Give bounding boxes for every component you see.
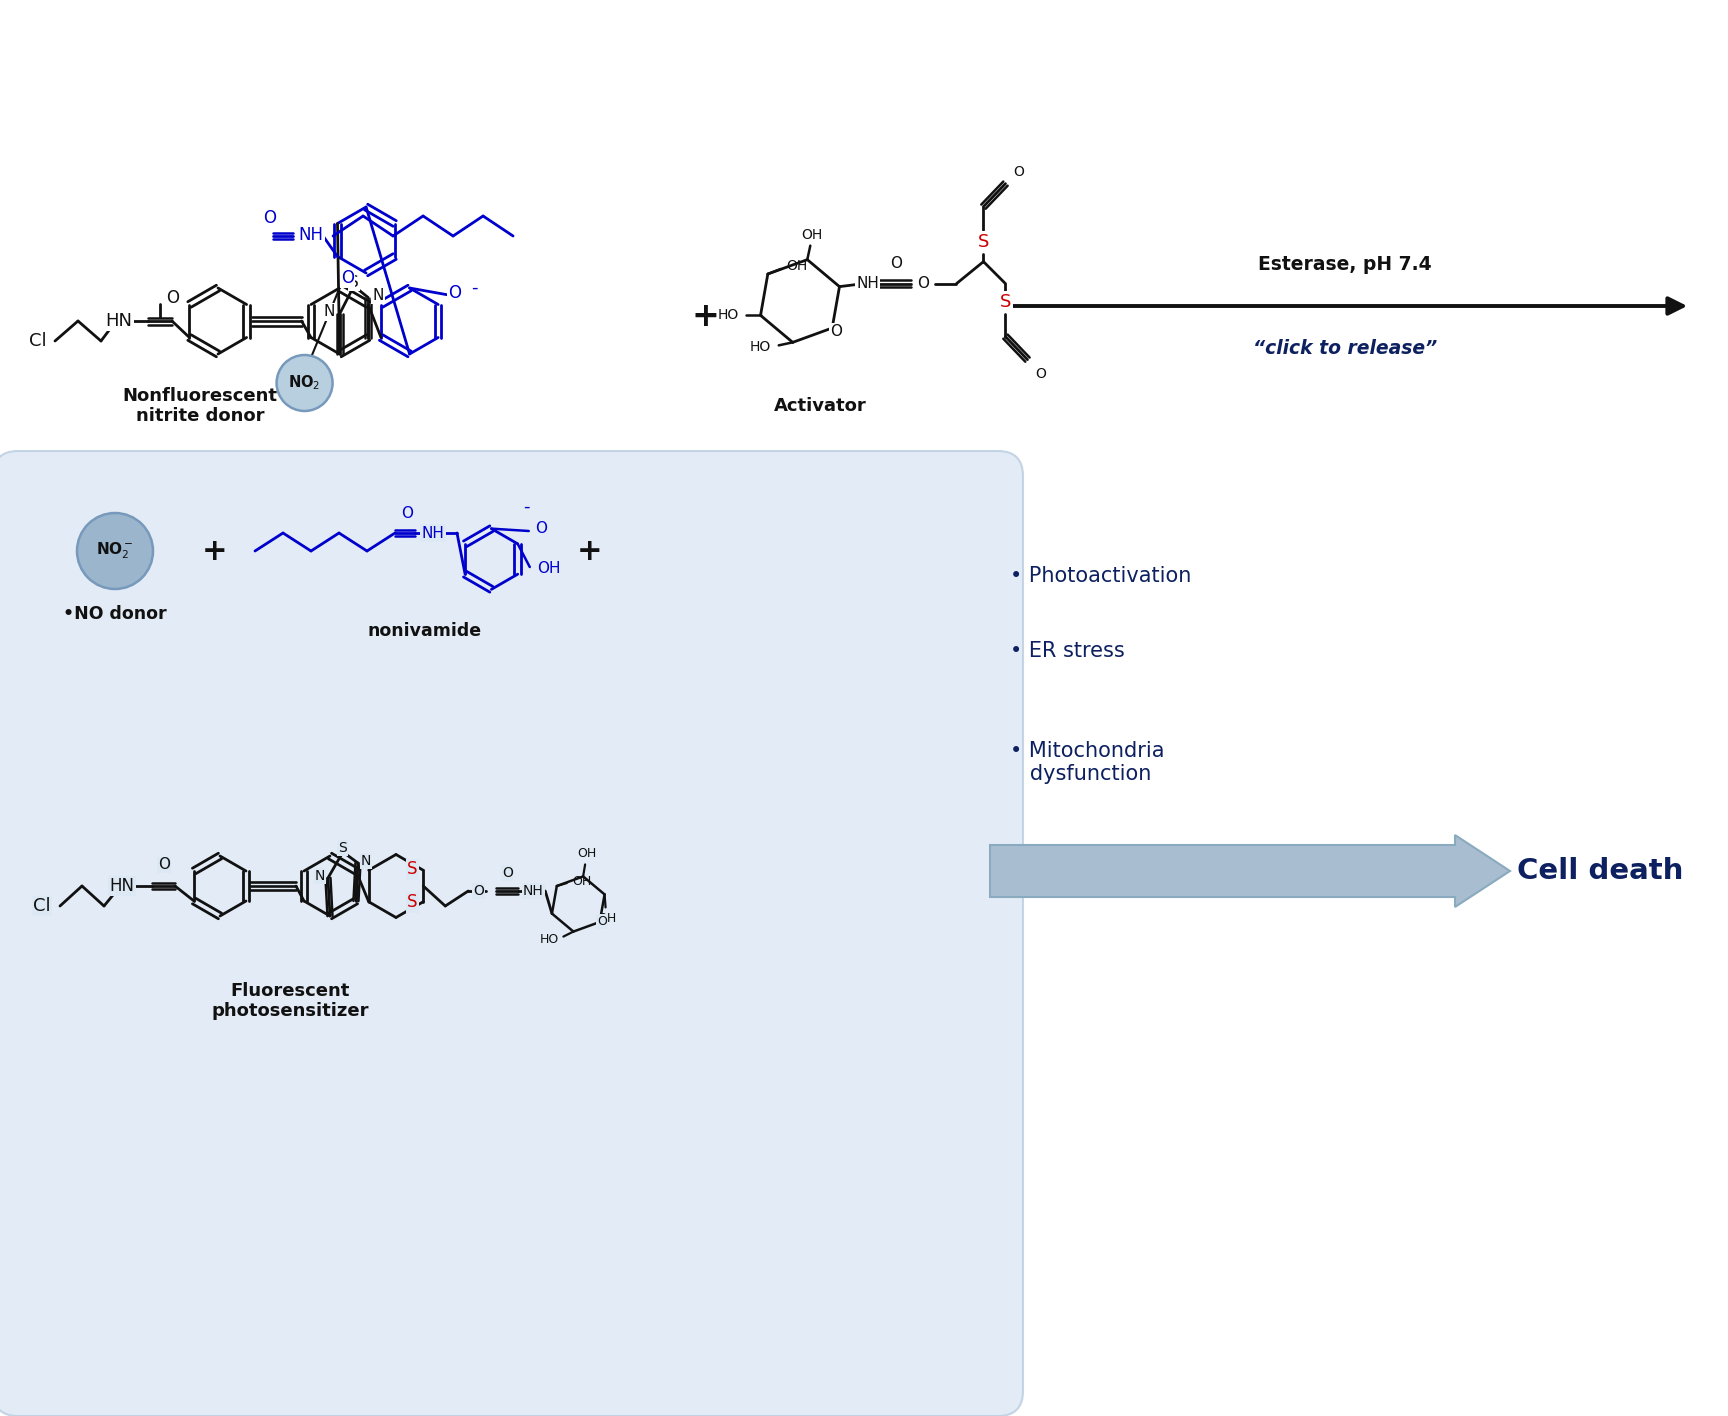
Text: OH: OH <box>537 562 560 576</box>
Text: O: O <box>918 276 930 292</box>
Text: OH: OH <box>572 875 591 888</box>
Text: O: O <box>501 867 513 879</box>
Text: -: - <box>524 498 530 515</box>
Text: Cl: Cl <box>29 331 47 350</box>
Text: O: O <box>534 521 546 537</box>
Text: N: N <box>373 287 384 303</box>
Text: N: N <box>361 854 372 868</box>
Text: O: O <box>401 506 413 521</box>
Text: +: + <box>691 300 719 333</box>
Text: Cell death: Cell death <box>1517 857 1683 885</box>
Text: HN: HN <box>105 312 133 330</box>
Circle shape <box>276 355 332 411</box>
Text: Cl: Cl <box>33 896 50 915</box>
Circle shape <box>78 513 154 589</box>
Text: HN: HN <box>109 877 135 895</box>
Text: •NO donor: •NO donor <box>64 605 168 623</box>
Text: • ER stress: • ER stress <box>1009 641 1125 661</box>
Text: NH: NH <box>299 227 323 244</box>
Text: HO: HO <box>750 340 771 354</box>
FancyArrow shape <box>990 835 1510 908</box>
Text: N: N <box>323 304 335 320</box>
Text: +: + <box>577 537 603 565</box>
Text: O: O <box>448 285 461 302</box>
Text: OH: OH <box>802 228 823 242</box>
Text: O: O <box>829 324 842 340</box>
Text: +: + <box>202 537 228 565</box>
Text: Fluorescent
photosensitizer: Fluorescent photosensitizer <box>211 981 368 1021</box>
Text: • Photoactivation: • Photoactivation <box>1009 566 1191 586</box>
Text: O: O <box>473 884 484 898</box>
Text: OH: OH <box>786 259 807 273</box>
FancyBboxPatch shape <box>0 452 1023 1416</box>
Text: S: S <box>1001 293 1011 310</box>
Text: S: S <box>978 232 988 251</box>
Text: O: O <box>596 916 607 929</box>
Text: NH: NH <box>524 884 544 898</box>
Text: O: O <box>157 858 169 872</box>
Text: O: O <box>264 210 276 227</box>
Text: NO$_2$: NO$_2$ <box>289 374 321 392</box>
Text: S: S <box>408 893 418 912</box>
Text: HO: HO <box>541 933 560 946</box>
Text: -: - <box>472 279 479 297</box>
Text: NH: NH <box>422 525 444 541</box>
Text: OH: OH <box>596 912 617 926</box>
Text: S: S <box>339 841 347 855</box>
Text: O: O <box>166 289 180 307</box>
Text: Nonfluorescent
nitrite donor: Nonfluorescent nitrite donor <box>123 387 278 425</box>
Text: Esterase, pH 7.4: Esterase, pH 7.4 <box>1258 255 1433 273</box>
Text: O: O <box>340 269 354 287</box>
Text: OH: OH <box>577 847 596 861</box>
Text: O: O <box>1013 164 1025 178</box>
Text: Activator: Activator <box>774 396 866 415</box>
Text: S: S <box>408 861 418 878</box>
Text: O: O <box>1035 367 1045 381</box>
Text: N: N <box>314 869 325 884</box>
Text: NH: NH <box>855 276 880 292</box>
Text: nonivamide: nonivamide <box>368 622 482 640</box>
Text: • Mitochondria
   dysfunction: • Mitochondria dysfunction <box>1009 741 1165 784</box>
Text: “click to release”: “click to release” <box>1253 338 1438 357</box>
Text: S: S <box>349 275 359 289</box>
Text: O: O <box>890 256 902 270</box>
Text: NO$_2^-$: NO$_2^-$ <box>97 541 133 561</box>
Text: HO: HO <box>717 309 738 323</box>
